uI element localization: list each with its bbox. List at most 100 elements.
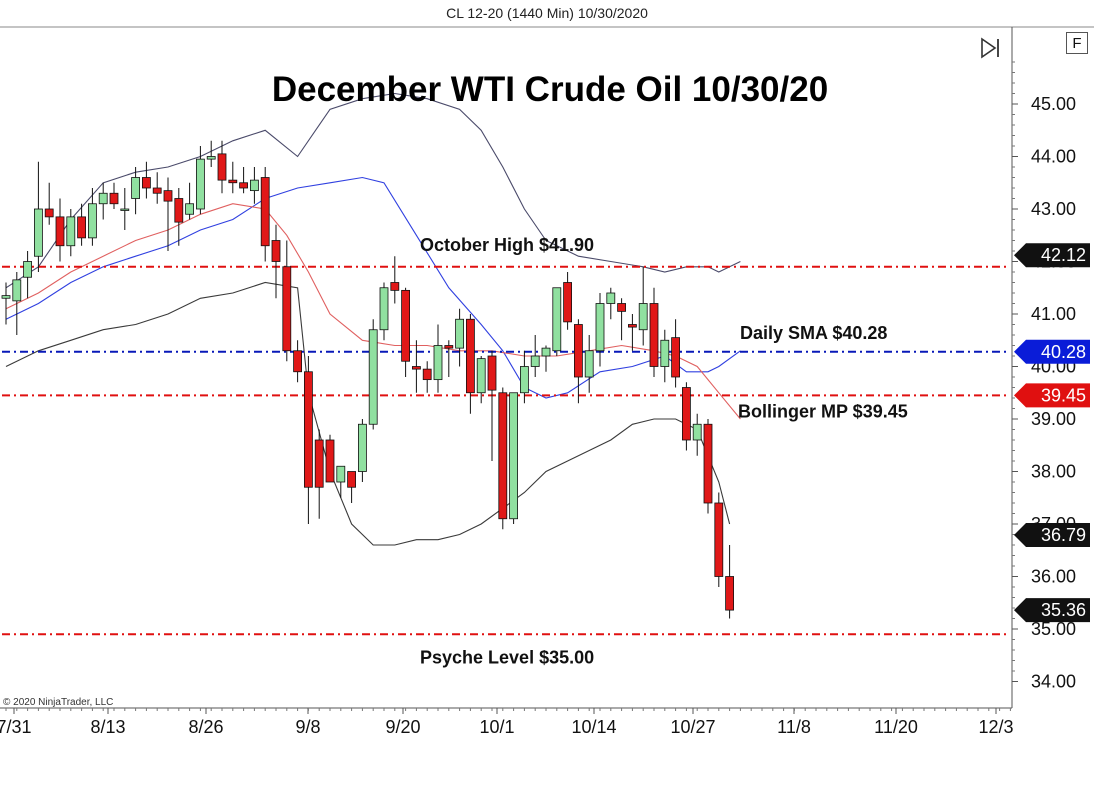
candle-body <box>530 355 540 367</box>
down-candle <box>401 287 411 377</box>
level-label: Bollinger MP $39.45 <box>738 401 908 421</box>
candle-body <box>422 368 432 381</box>
candle-body <box>541 347 551 357</box>
up-candle <box>34 161 43 272</box>
level-label: Daily SMA $40.28 <box>740 323 887 343</box>
down-candle <box>174 188 184 246</box>
down-candle <box>217 140 227 194</box>
candle-body <box>23 261 33 278</box>
candle-body <box>228 179 238 184</box>
sma-line <box>5 203 741 420</box>
down-candle <box>141 161 151 199</box>
down-candle <box>314 429 324 519</box>
candle-body <box>455 318 465 349</box>
y-tick-label: 36.00 <box>1031 567 1076 587</box>
y-tick-label: 35.00 <box>1031 619 1076 639</box>
down-candle <box>617 298 626 341</box>
candle-body <box>574 324 583 378</box>
candle-body <box>293 350 303 373</box>
candle-body <box>379 287 389 331</box>
down-candle <box>671 319 680 388</box>
down-candle <box>498 387 508 530</box>
up-candle <box>131 167 141 215</box>
up-candle <box>88 188 97 246</box>
candle-body <box>314 439 324 488</box>
candle-body <box>109 192 119 205</box>
candle-body <box>595 303 605 352</box>
candle-body <box>638 303 648 331</box>
price-marker: 40.28 <box>1014 339 1090 364</box>
candle-body <box>34 208 43 257</box>
candle-body <box>703 423 713 504</box>
down-candle <box>347 471 357 503</box>
down-candle <box>228 161 238 194</box>
up-candle <box>185 182 195 220</box>
level-label: Psyche Level $35.00 <box>420 647 594 667</box>
candle-body <box>163 190 173 202</box>
up-candle <box>336 465 346 498</box>
down-candle <box>44 182 54 225</box>
down-candle <box>163 177 173 251</box>
x-tick-label: 11/8 <box>777 717 811 737</box>
down-candle <box>282 240 292 362</box>
price-marker-tag <box>1014 383 1090 408</box>
up-candle <box>206 140 216 167</box>
up-candle <box>249 167 259 204</box>
candle-body <box>239 182 249 189</box>
up-candle <box>1 282 11 325</box>
candle-body <box>498 392 508 520</box>
candle-body <box>249 179 259 192</box>
down-candle <box>649 287 659 377</box>
x-tick-label: 8/13 <box>90 717 125 737</box>
down-candle <box>574 319 583 404</box>
candle-body <box>141 177 151 189</box>
y-tick-label: 41.00 <box>1031 304 1076 324</box>
candle-body <box>476 358 486 394</box>
candle-body <box>12 279 22 302</box>
candle-body <box>487 355 497 391</box>
down-candle <box>563 272 572 330</box>
candle-body <box>649 303 659 367</box>
candle-body <box>152 187 162 194</box>
x-tick-label: 10/14 <box>571 717 616 737</box>
candle-body <box>433 345 443 381</box>
down-candle <box>239 167 249 194</box>
candle-body <box>628 324 637 328</box>
up-candle <box>595 293 605 367</box>
x-tick-label: 12/3 <box>978 717 1013 737</box>
up-candle <box>357 419 367 482</box>
skip-to-end-icon[interactable] <box>978 36 1004 60</box>
f-button[interactable]: F <box>1066 32 1088 54</box>
candle-body <box>217 153 227 181</box>
up-candle <box>368 319 378 430</box>
candle-body <box>552 287 562 352</box>
up-candle <box>66 209 76 257</box>
down-candle <box>628 314 637 351</box>
candle-body <box>390 282 400 291</box>
x-tick-label: 10/27 <box>670 717 715 737</box>
down-candle <box>77 203 86 246</box>
level-label: October High $41.90 <box>420 235 594 255</box>
down-candle <box>303 356 313 524</box>
price-marker-label: 40.28 <box>1041 342 1086 362</box>
copyright-text: © 2020 NinjaTrader, LLC <box>3 697 113 708</box>
candle-body <box>206 156 216 160</box>
down-candle <box>411 340 421 393</box>
down-candle <box>465 314 475 414</box>
candle-body <box>174 198 184 223</box>
candle-body <box>725 576 734 611</box>
down-candle <box>444 340 454 377</box>
down-candle <box>293 340 303 383</box>
up-candle <box>433 324 443 393</box>
chart-title: December WTI Crude Oil 10/30/20 <box>272 70 828 109</box>
candle-body <box>98 192 108 205</box>
candle-body <box>584 350 594 378</box>
x-tick-label: 9/20 <box>385 717 420 737</box>
x-tick-label: 7/31 <box>0 717 32 737</box>
up-candle <box>120 188 130 230</box>
y-tick-label: 44.00 <box>1031 147 1076 167</box>
price-marker-label: 35.36 <box>1041 600 1086 620</box>
candle-body <box>411 366 421 370</box>
x-tick-label: 8/26 <box>188 717 223 737</box>
